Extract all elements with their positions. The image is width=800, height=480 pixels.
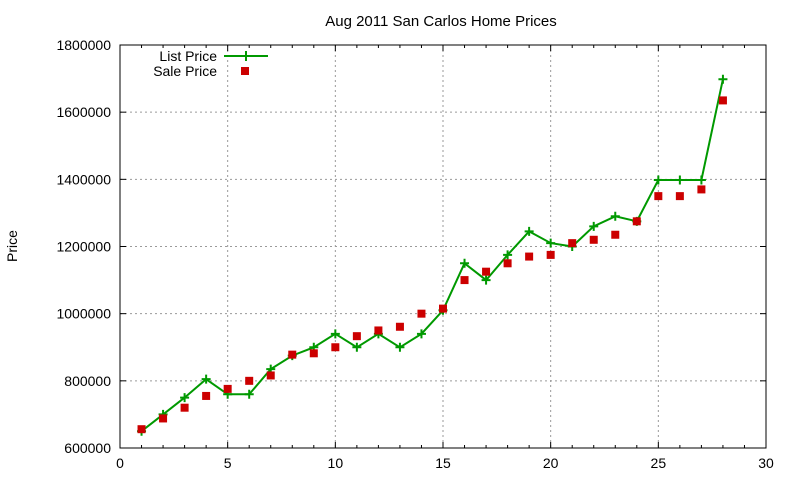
sale-price-point — [675, 192, 684, 201]
legend-label-sale-price: Sale Price — [153, 63, 217, 79]
sale-price-point — [482, 267, 491, 276]
x-tick-label: 25 — [651, 455, 667, 471]
list-price-point — [503, 250, 513, 260]
y-tick-label: 1200000 — [56, 239, 111, 255]
axis-ticks — [119, 44, 767, 449]
legend-square-sale-price — [241, 67, 249, 75]
list-price-point — [675, 175, 685, 185]
sale-price-point — [202, 391, 211, 400]
sale-price-point — [503, 259, 512, 268]
y-tick-label: 600000 — [64, 440, 111, 456]
list-price-point — [546, 238, 556, 248]
sale-price-point — [417, 309, 426, 318]
legend-label-list-price: List Price — [159, 48, 217, 64]
list-price-point — [460, 258, 470, 268]
list-price-point — [524, 226, 534, 236]
y-tick-label: 1000000 — [56, 306, 111, 322]
list-price-point — [718, 74, 728, 84]
sale-price-point — [546, 250, 555, 259]
sale-price-point — [137, 425, 146, 434]
sale-price-point — [525, 252, 534, 261]
sale-price-point — [180, 403, 189, 412]
sale-price-point — [697, 185, 706, 194]
sale-price-point — [611, 230, 620, 239]
list-price-point — [416, 329, 426, 339]
sale-price-point — [568, 239, 577, 248]
y-tick-label: 1600000 — [56, 104, 111, 120]
list-price-point — [201, 374, 211, 384]
sale-price-point — [395, 322, 404, 331]
list-price-point — [610, 211, 620, 221]
y-axis-label: Price — [4, 230, 20, 262]
tick-labels: 0 5 10 15 20 25 30 600000 800000 1000000 1200000 14… — [56, 37, 774, 471]
list-price-point — [696, 175, 706, 185]
y-tick-label: 800000 — [64, 373, 111, 389]
sale-price-point — [718, 96, 727, 105]
sale-price-point — [589, 235, 598, 244]
sale-price-point — [374, 326, 383, 335]
x-tick-label: 20 — [543, 455, 559, 471]
list-price-point — [352, 342, 362, 352]
legend: List Price Sale Price — [153, 48, 268, 79]
sale-price-point — [439, 304, 447, 313]
x-tick-label: 5 — [224, 455, 232, 471]
list-price-point — [244, 389, 254, 399]
list-price-point — [180, 393, 190, 403]
x-tick-label: 10 — [328, 455, 344, 471]
legend-cross-list-price — [241, 51, 251, 61]
sale-price-point — [245, 376, 254, 385]
x-tick-label: 30 — [758, 455, 774, 471]
sale-price-point — [223, 384, 232, 393]
sale-price-point — [632, 217, 641, 226]
list-price-line — [140, 79, 724, 432]
sale-price-point — [309, 349, 318, 358]
sale-price-point — [331, 343, 340, 352]
y-tick-label: 1800000 — [56, 37, 111, 53]
sale-price-point — [352, 332, 361, 341]
chart-title: Aug 2011 San Carlos Home Prices — [325, 13, 557, 30]
list-price-point — [589, 221, 599, 231]
x-tick-label: 0 — [116, 455, 124, 471]
list-price-point — [395, 342, 405, 352]
y-tick-label: 1400000 — [56, 171, 111, 187]
sale-price-point — [266, 371, 275, 380]
series — [137, 74, 728, 436]
x-tick-label: 15 — [435, 455, 451, 471]
sale-price-point — [159, 414, 168, 423]
sale-price-point — [288, 350, 297, 359]
sale-price-point — [460, 276, 469, 285]
list-price-point — [653, 175, 663, 185]
list-price-point — [330, 329, 340, 339]
list-price-point — [481, 275, 491, 285]
sale-price-point — [654, 192, 663, 201]
